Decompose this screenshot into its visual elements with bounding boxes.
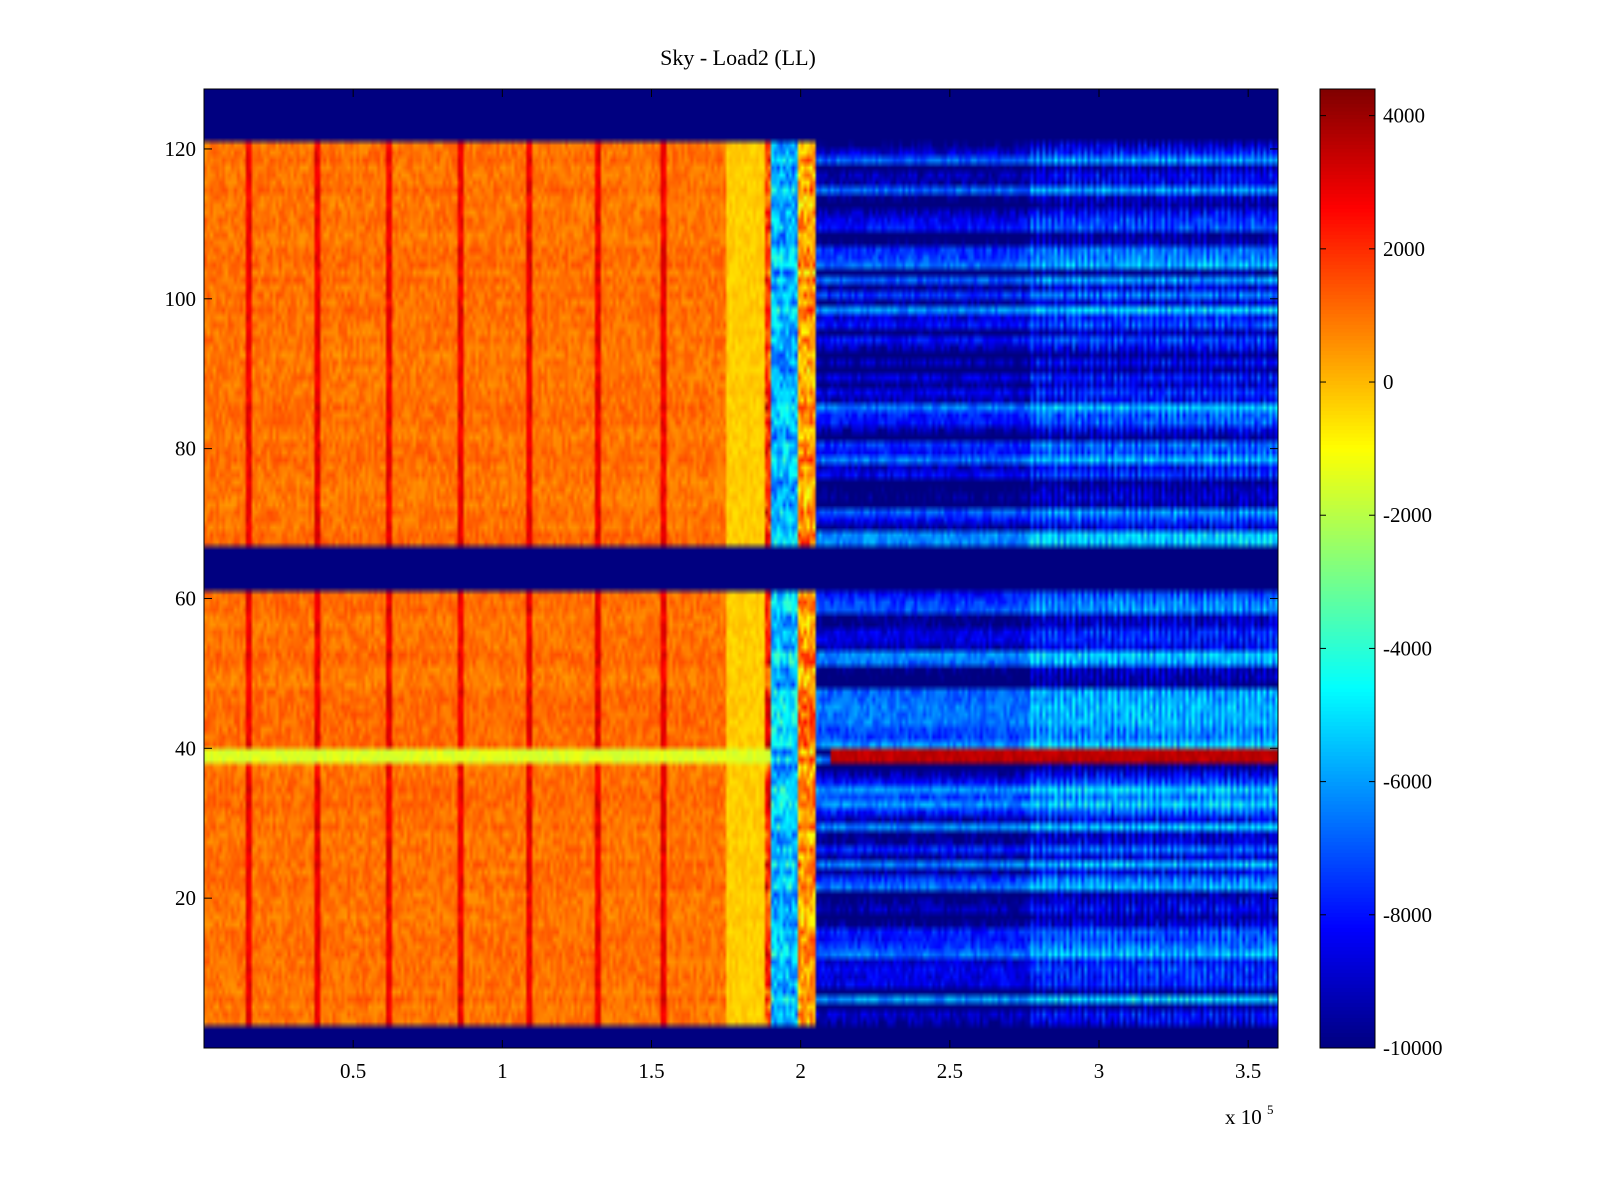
x-axis-multiplier-exponent: 5 <box>1267 1102 1274 1117</box>
y-axis-ticks: 20 40 60 80 100 120 <box>165 137 1278 910</box>
x-axis-multiplier-base: x 10 <box>1225 1105 1262 1129</box>
colorbar-tick-label: 0 <box>1383 370 1394 394</box>
colorbar-tick-label: -6000 <box>1383 770 1432 794</box>
x-tick-label: 1 <box>497 1059 508 1083</box>
plot-frame <box>203 88 1279 1049</box>
x-axis-multiplier: x 10 5 <box>1225 1102 1274 1129</box>
colorbar-tick-label: 2000 <box>1383 237 1425 261</box>
x-tick-label: 3 <box>1094 1059 1105 1083</box>
x-tick-label: 2 <box>795 1059 806 1083</box>
heatmap-image <box>204 89 1278 1048</box>
y-tick-label: 80 <box>175 437 196 461</box>
colorbar-tick-label: -4000 <box>1383 636 1432 660</box>
colorbar-gradient <box>1320 89 1375 1048</box>
colorbar-tick-label: -2000 <box>1383 503 1432 527</box>
y-tick-label: 120 <box>165 137 197 161</box>
chart-title: Sky - Load2 (LL) <box>660 45 816 70</box>
x-tick-label: 2.5 <box>937 1059 963 1083</box>
x-tick-label: 0.5 <box>340 1059 366 1083</box>
colorbar: 4000 2000 0 -2000 -4000 -6000 -8000 -10000 <box>1319 88 1443 1060</box>
heatmap-plot: 0.5 1 1.5 2 2.5 3 3.5 20 40 60 80 100 120 x 10 5 <box>165 88 1279 1129</box>
x-tick-label: 1.5 <box>638 1059 664 1083</box>
colorbar-frame <box>1319 88 1376 1049</box>
y-tick-label: 20 <box>175 886 196 910</box>
colorbar-tick-label: -10000 <box>1383 1036 1443 1060</box>
colorbar-ticks: 4000 2000 0 -2000 -4000 -6000 -8000 -10000 <box>1320 104 1443 1060</box>
x-tick-label: 3.5 <box>1235 1059 1261 1083</box>
y-tick-label: 100 <box>165 287 197 311</box>
y-tick-label: 40 <box>175 736 196 760</box>
colorbar-tick-label: 4000 <box>1383 104 1425 128</box>
colorbar-tick-label: -8000 <box>1383 903 1432 927</box>
y-tick-label: 60 <box>175 586 196 610</box>
x-axis-ticks: 0.5 1 1.5 2 2.5 3 3.5 <box>340 89 1261 1083</box>
